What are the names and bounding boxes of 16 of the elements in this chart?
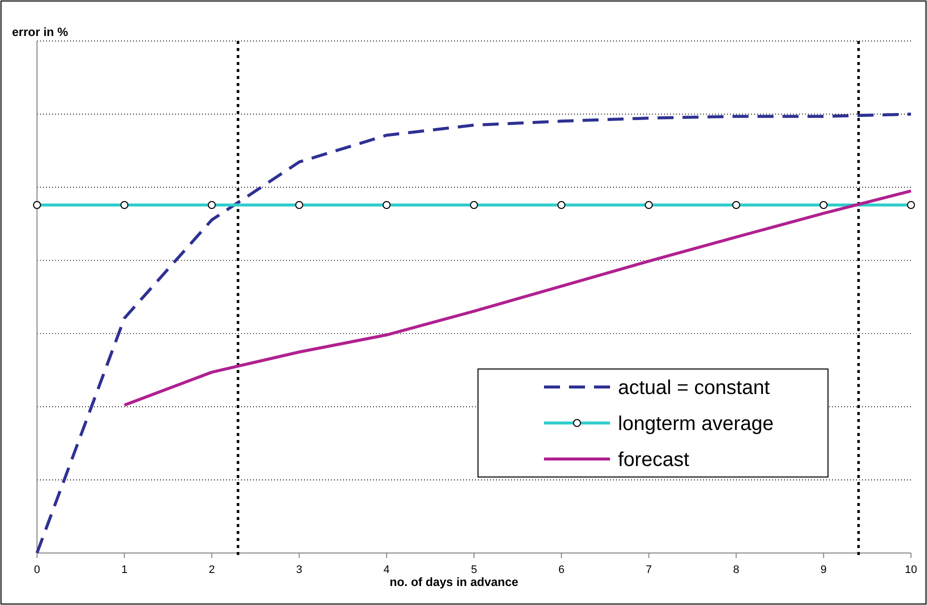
x-tick-label: 7 [646,564,652,576]
x-tick-label: 6 [558,564,564,576]
legend-label: longterm average [618,413,774,435]
x-axis-title: no. of days in advance [390,575,519,589]
x-tick-label: 8 [733,564,740,576]
legend-label: forecast [618,449,690,471]
x-tick-label: 1 [121,564,128,576]
x-tick-label: 5 [470,564,478,576]
x-tick-label: 0 [34,564,40,576]
x-tick-label: 4 [384,564,390,576]
text: error in % [12,25,68,39]
x-tick-label: 3 [296,564,302,576]
x-tick-label: 9 [820,564,827,576]
x-tick-label: 2 [208,564,215,576]
x-tick-label: 10 [904,564,918,576]
legend-label: actual = constant [618,377,770,399]
